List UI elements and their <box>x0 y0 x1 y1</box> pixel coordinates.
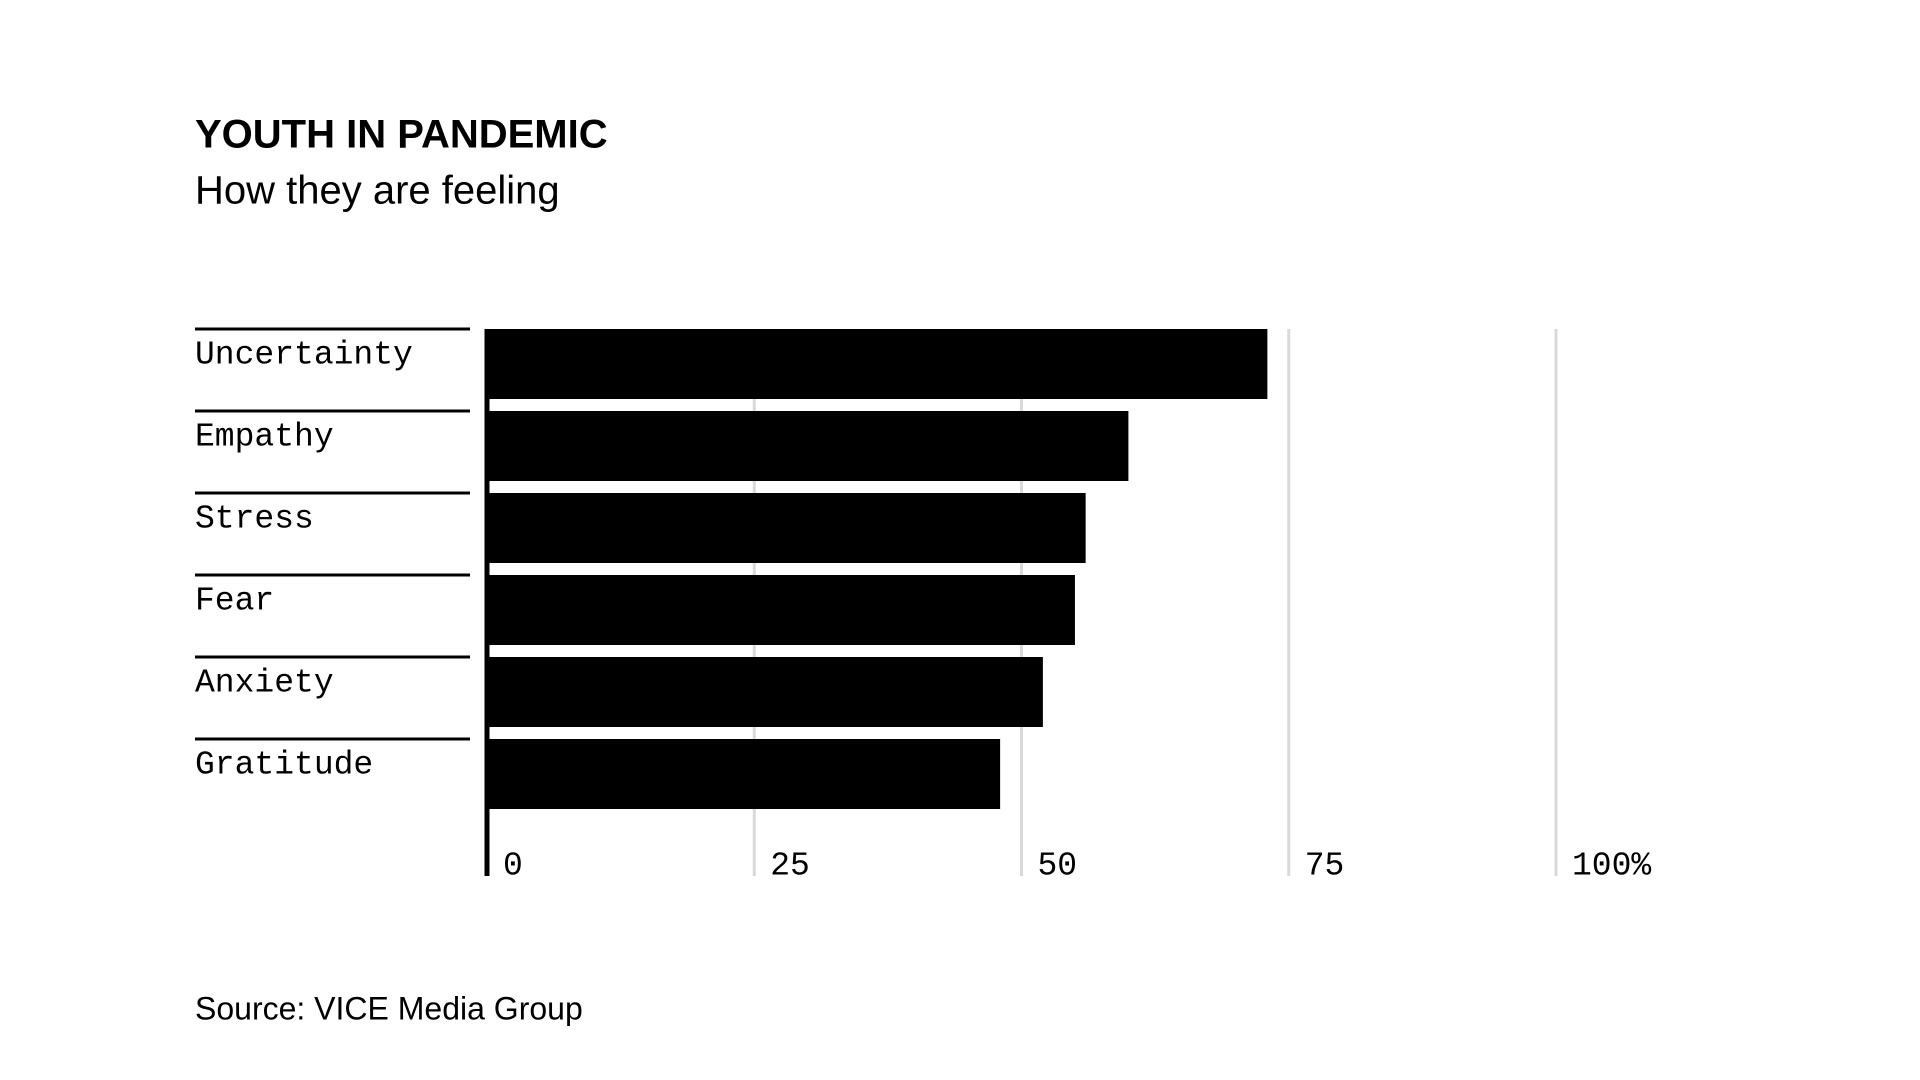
bar <box>487 739 1001 809</box>
x-tick-label: 0 <box>503 848 523 885</box>
x-tick-label: 25 <box>770 848 810 885</box>
chart-title: YOUTH IN PANDEMIC <box>195 113 608 157</box>
chart-subtitle: How they are feeling <box>195 169 560 213</box>
category-label: Stress <box>195 501 314 538</box>
x-tick-label: 100% <box>1572 848 1651 885</box>
bar <box>487 575 1075 645</box>
bar <box>487 657 1043 727</box>
bar <box>487 493 1086 563</box>
x-tick-label: 50 <box>1038 848 1078 885</box>
category-label: Gratitude <box>195 747 373 784</box>
category-label: Empathy <box>195 419 334 456</box>
x-tick-label: 75 <box>1305 848 1345 885</box>
category-label: Anxiety <box>195 665 334 702</box>
category-label: Fear <box>195 583 274 620</box>
bar <box>487 329 1268 399</box>
bar <box>487 411 1129 481</box>
category-label: Uncertainty <box>195 337 413 374</box>
source: Source: VICE Media Group <box>195 990 583 1026</box>
